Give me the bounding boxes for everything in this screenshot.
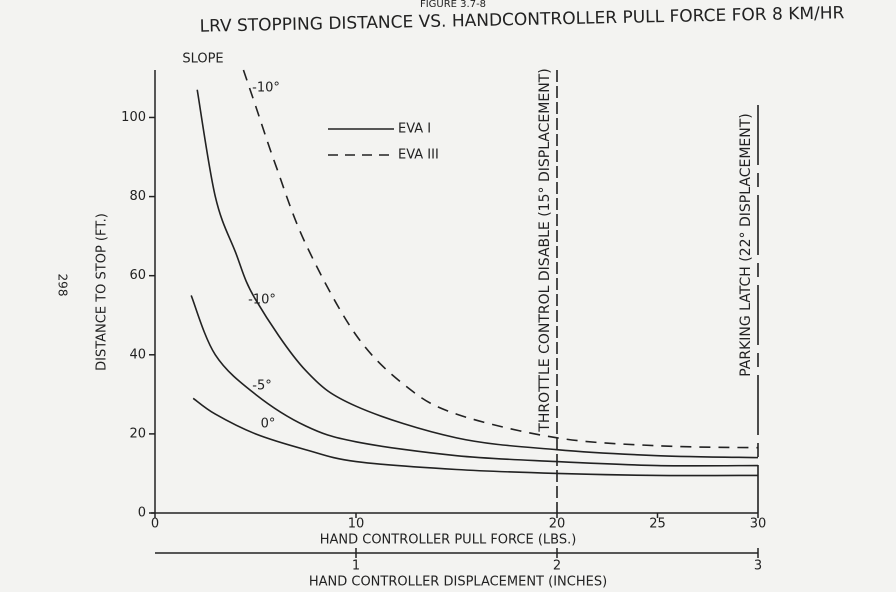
x-tick-label: 0 [151, 517, 159, 532]
y-axis-label: DISTANCE TO STOP (FT.) [95, 213, 110, 371]
annotation-label: THROTTLE CONTROL DISABLE (15° DISPLACEME… [537, 68, 553, 432]
y-tick-label: 100 [121, 110, 146, 125]
curve-label: 0° [261, 417, 276, 432]
annotation-label: PARKING LATCH (22° DISPLACEMENT) [738, 113, 754, 376]
curve-label: -10° [248, 293, 276, 308]
x2-axis-label: HAND CONTROLLER DISPLACEMENT (INCHES) [309, 575, 607, 590]
y-tick-label: 20 [129, 426, 146, 441]
legend-label: EVA III [398, 148, 439, 163]
curve [242, 69, 759, 449]
x-tick-label: 10 [348, 517, 365, 532]
curve-label: -5° [252, 379, 271, 394]
y-tick-label: 60 [129, 268, 146, 283]
x-tick-label: 30 [750, 517, 767, 532]
x2-tick-label: 1 [352, 559, 360, 574]
x-tick-label: 25 [649, 517, 666, 532]
y-tick-label: 40 [129, 347, 146, 362]
chart-title: LRV STOPPING DISTANCE VS. HANDCONTROLLER… [199, 3, 844, 37]
y-tick-label: 0 [138, 506, 146, 521]
slope-heading: SLOPE [182, 52, 223, 67]
page-number: 298 [56, 274, 70, 297]
x-axis-label: HAND CONTROLLER PULL FORCE (LBS.) [320, 533, 577, 548]
x2-tick-label: 2 [553, 559, 561, 574]
x-tick-label: 20 [549, 517, 566, 532]
curve [190, 295, 759, 467]
curve [192, 397, 759, 477]
x2-tick-label: 3 [754, 559, 762, 574]
figure-label: FIGURE 3.7-8 [420, 0, 486, 10]
legend-label: EVA I [398, 122, 431, 137]
y-tick-label: 80 [129, 189, 146, 204]
curve-label: -10° [252, 81, 280, 96]
curve [196, 89, 759, 459]
